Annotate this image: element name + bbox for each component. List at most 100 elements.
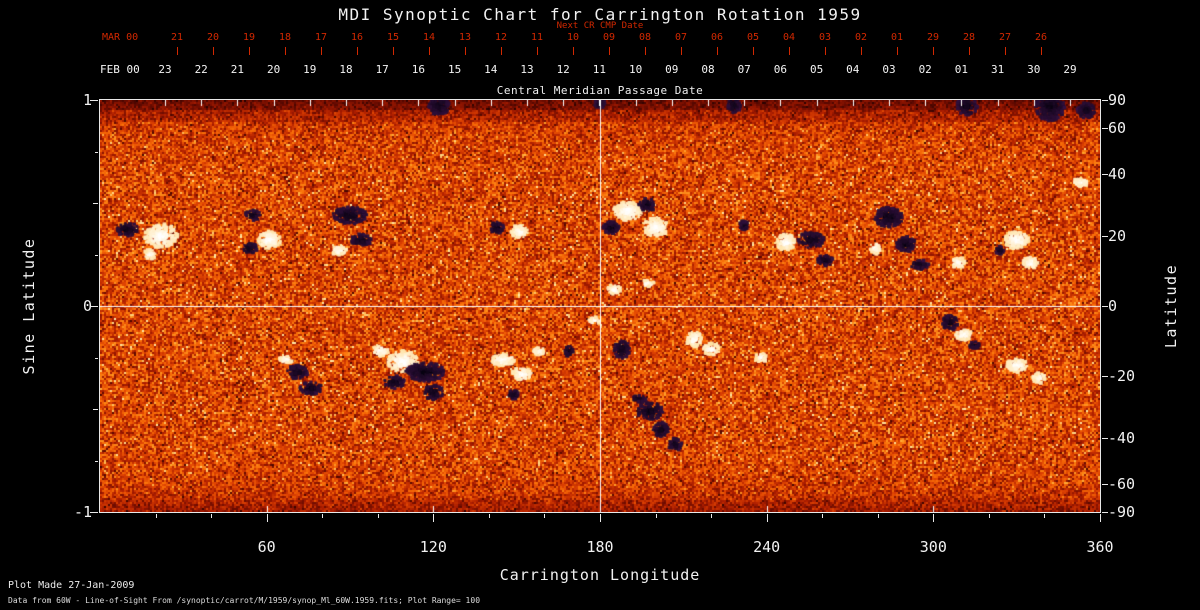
- next-cr-date-label: 03: [818, 32, 832, 43]
- x-axis-tick: [433, 514, 435, 522]
- cmp-date-label: 18: [339, 63, 353, 76]
- footer-data-source: Data from 60W - Line-of-Sight From /syno…: [8, 596, 481, 605]
- next-cr-month-label: MAR 00: [102, 32, 139, 43]
- next-cr-date-label: 01: [890, 32, 904, 43]
- left-axis-tick: [95, 460, 98, 462]
- x-tick-label: 180: [586, 538, 614, 556]
- next-cr-date-label: 06: [710, 32, 724, 43]
- x-axis-tick: [988, 514, 990, 518]
- right-tick-label: -60: [1108, 475, 1136, 494]
- footer-plot-made: Plot Made 27-Jan-2009: [8, 580, 135, 591]
- next-cr-date-tick: [321, 47, 322, 55]
- cmp-date-label: 23: [158, 63, 172, 76]
- x-axis-tick: [155, 514, 157, 518]
- cmp-date-label: 09: [665, 63, 679, 76]
- right-tick-label: 20: [1108, 226, 1127, 245]
- next-cr-date-label: 12: [494, 32, 508, 43]
- cmp-date-label: 02: [918, 63, 932, 76]
- cmp-date-label: 04: [846, 63, 860, 76]
- left-axis-tick: [93, 203, 98, 204]
- next-cr-date-tick: [717, 47, 718, 55]
- cmp-date-label: 13: [520, 63, 534, 76]
- cmp-date-label: 21: [230, 63, 245, 76]
- next-cr-date-tick: [501, 47, 502, 55]
- next-cr-date-tick: [681, 47, 682, 55]
- next-cr-date-label: 16: [350, 32, 364, 43]
- right-tick-label: 90: [1108, 91, 1127, 109]
- right-tick-label: 60: [1108, 118, 1127, 137]
- x-axis-tick: [211, 514, 213, 518]
- next-cr-date-label: 19: [242, 32, 256, 43]
- next-cr-date-tick: [609, 47, 610, 55]
- left-axis-tick: [93, 409, 98, 410]
- plot-frame: [99, 99, 1101, 513]
- next-cr-date-tick: [537, 47, 538, 55]
- x-tick-label: 120: [419, 538, 447, 556]
- next-cr-date-tick: [1041, 47, 1042, 55]
- right-axis-title: Latitude: [1162, 263, 1180, 349]
- right-tick-label: -40: [1108, 429, 1136, 448]
- next-cr-date-tick: [573, 47, 574, 55]
- left-axis-tick: [95, 254, 98, 256]
- next-cr-date-label: 20: [206, 32, 220, 43]
- right-axis-tick: [1102, 484, 1108, 486]
- next-cr-date-tick: [645, 47, 646, 55]
- next-cr-date-label: 18: [278, 32, 292, 43]
- x-tick-label: 240: [753, 538, 781, 556]
- x-axis-tick: [377, 514, 379, 518]
- next-cr-date-label: 15: [386, 32, 400, 43]
- x-axis-tick: [266, 514, 268, 522]
- right-axis-tick: [1102, 512, 1108, 513]
- cmp-date-label: 29: [1063, 63, 1077, 76]
- right-axis-tick: [1102, 438, 1108, 440]
- cmp-date-label: 31: [990, 63, 1005, 76]
- page-title: MDI Synoptic Chart for Carrington Rotati…: [338, 5, 862, 24]
- next-cr-date-tick: [357, 47, 358, 55]
- cmp-date-label: 16: [411, 63, 426, 76]
- x-axis-tick: [1100, 514, 1101, 522]
- x-axis-tick: [766, 514, 768, 522]
- next-cr-date-tick: [789, 47, 790, 55]
- next-cr-date-label: 07: [674, 32, 688, 43]
- cmp-date-label: 11: [592, 63, 607, 76]
- left-tick-label: 0: [82, 297, 92, 315]
- cmp-date-label: 03: [882, 63, 896, 76]
- left-tick-label: 1: [82, 91, 92, 109]
- next-cr-date-tick: [285, 47, 286, 55]
- next-cr-date-label: 29: [926, 32, 940, 43]
- right-tick-label: 0: [1108, 297, 1118, 315]
- cmp-date-label: 08: [701, 63, 715, 76]
- cmp-date-label: 10: [628, 63, 643, 76]
- x-tick-label: 60: [257, 538, 276, 556]
- next-cr-date-tick: [213, 47, 214, 55]
- left-axis-tick: [90, 306, 98, 307]
- cmp-date-label: 20: [266, 63, 281, 76]
- next-cr-date-label: 28: [962, 32, 976, 43]
- next-cr-date-label: 09: [602, 32, 616, 43]
- right-tick-label: -20: [1108, 367, 1136, 386]
- cmp-date-label: 30: [1027, 63, 1041, 76]
- cmp-date-label: 22: [194, 63, 208, 76]
- cmp-date-label: 01: [954, 63, 969, 76]
- right-axis-tick: [1102, 376, 1108, 378]
- next-cr-date-label: 21: [170, 32, 184, 43]
- next-cr-date-tick: [1005, 47, 1006, 55]
- cmp-date-label: 07: [737, 63, 751, 76]
- left-axis-tick: [95, 151, 98, 153]
- next-cr-date-tick: [249, 47, 250, 55]
- next-cr-date-tick: [429, 47, 430, 55]
- next-cr-date-tick: [825, 47, 826, 55]
- next-cr-date-label: 08: [638, 32, 652, 43]
- x-axis-tick: [822, 514, 824, 518]
- next-cr-date-tick: [177, 47, 178, 55]
- x-tick-label: 300: [919, 538, 947, 556]
- next-cr-date-tick: [753, 47, 754, 55]
- x-axis-tick: [1044, 514, 1046, 518]
- next-cr-date-tick: [897, 47, 898, 55]
- next-cr-date-label: 10: [566, 32, 580, 43]
- next-cr-date-label: 04: [782, 32, 796, 43]
- next-cr-date-label: 11: [530, 32, 544, 43]
- next-cr-date-tick: [969, 47, 970, 55]
- x-axis-tick: [877, 514, 879, 518]
